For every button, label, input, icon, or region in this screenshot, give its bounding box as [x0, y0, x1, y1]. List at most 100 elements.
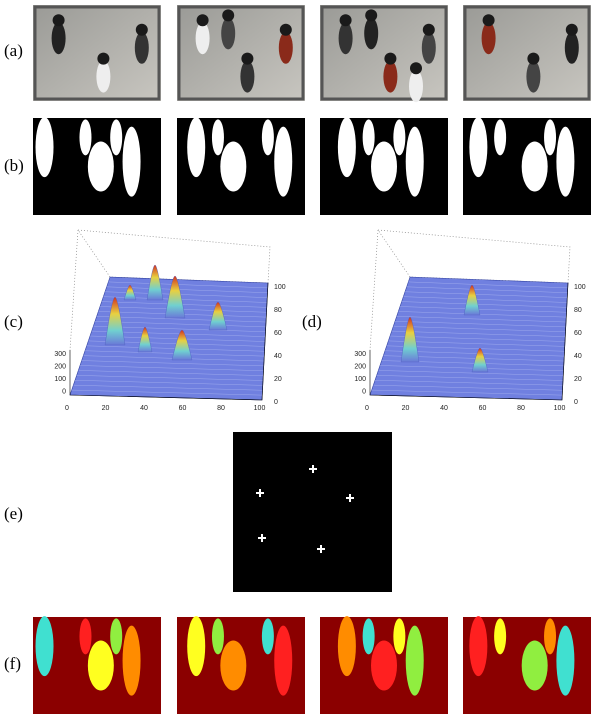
- z-tick-label: 200: [354, 363, 366, 370]
- silhouette: [187, 117, 205, 177]
- person: [364, 17, 378, 49]
- person: [221, 17, 235, 49]
- person: [52, 22, 66, 54]
- segment: [363, 618, 375, 654]
- segment: [371, 641, 397, 691]
- x-tick-label: 40: [440, 405, 448, 412]
- person: [240, 61, 254, 93]
- silhouette: [469, 117, 487, 177]
- z-tick-label: 0: [62, 388, 66, 395]
- photo: [463, 5, 591, 101]
- z-tick-label: 100: [54, 376, 66, 383]
- x-tick-label: 100: [554, 405, 566, 412]
- head: [222, 9, 234, 21]
- person: [96, 61, 110, 93]
- box: [378, 230, 570, 283]
- segment: [36, 616, 54, 676]
- head: [136, 24, 148, 36]
- photo: [177, 5, 305, 101]
- head: [483, 14, 495, 26]
- segment: [469, 616, 487, 676]
- segment: [220, 641, 246, 691]
- segment: [544, 618, 556, 654]
- silhouette: [262, 119, 274, 155]
- person: [482, 22, 496, 54]
- silhouette: [544, 119, 556, 155]
- y-tick-label: 20: [574, 376, 582, 383]
- segment: [110, 618, 122, 654]
- head: [527, 53, 539, 65]
- y-tick-label: 40: [574, 353, 582, 360]
- segment: [494, 618, 506, 654]
- silhouette: [212, 119, 224, 155]
- head: [280, 24, 292, 36]
- silhouette: [338, 117, 356, 177]
- y-tick-label: 60: [274, 330, 282, 337]
- y-tick-label: 0: [274, 399, 278, 406]
- person: [422, 32, 436, 64]
- x-tick-label: 60: [479, 405, 487, 412]
- y-tick-label: 40: [274, 353, 282, 360]
- silhouette: [110, 119, 122, 155]
- box: [370, 230, 378, 350]
- person: [383, 61, 397, 93]
- silhouette: [88, 142, 114, 192]
- photo: [33, 5, 161, 101]
- x-tick-label: 0: [65, 405, 69, 412]
- x-tick-label: 0: [365, 405, 369, 412]
- z-tick-label: 300: [54, 351, 66, 358]
- silhouette: [393, 119, 405, 155]
- segment: [88, 641, 114, 691]
- head: [197, 14, 209, 26]
- x-tick-label: 20: [102, 405, 110, 412]
- silhouette: [522, 142, 548, 192]
- panel-label: (b): [4, 156, 24, 175]
- segment: [522, 641, 548, 691]
- point-map: [233, 432, 392, 592]
- segment: [406, 626, 424, 696]
- head: [241, 53, 253, 65]
- segment: [212, 618, 224, 654]
- head: [423, 24, 435, 36]
- y-tick-label: 0: [574, 399, 578, 406]
- panel-label: (c): [4, 312, 23, 331]
- head: [53, 14, 65, 26]
- head: [97, 53, 109, 65]
- head: [566, 24, 578, 36]
- head: [410, 62, 422, 74]
- z-tick-label: 200: [54, 363, 66, 370]
- segment: [79, 618, 91, 654]
- person: [339, 22, 353, 54]
- x-tick-label: 80: [217, 405, 225, 412]
- silhouette: [123, 127, 141, 197]
- panel-label: (e): [4, 504, 23, 523]
- panel-label: (d): [302, 312, 322, 331]
- head: [384, 53, 396, 65]
- person: [196, 22, 210, 54]
- person: [526, 61, 540, 93]
- y-tick-label: 80: [274, 307, 282, 314]
- segment: [338, 616, 356, 676]
- y-tick-label: 80: [574, 307, 582, 314]
- silhouette: [363, 119, 375, 155]
- segment: [262, 618, 274, 654]
- segment: [556, 626, 574, 696]
- z-tick-label: 100: [354, 376, 366, 383]
- person: [565, 32, 579, 64]
- segment: [274, 626, 292, 696]
- person: [409, 70, 423, 102]
- x-tick-label: 20: [402, 405, 410, 412]
- silhouette: [556, 127, 574, 197]
- silhouette: [274, 127, 292, 197]
- box: [78, 230, 270, 283]
- silhouette: [494, 119, 506, 155]
- x-tick-label: 60: [179, 405, 187, 412]
- silhouette: [371, 142, 397, 192]
- silhouette: [406, 127, 424, 197]
- y-tick-label: 20: [274, 376, 282, 383]
- y-tick-label: 100: [574, 284, 586, 291]
- x-tick-label: 40: [140, 405, 148, 412]
- segment: [123, 626, 141, 696]
